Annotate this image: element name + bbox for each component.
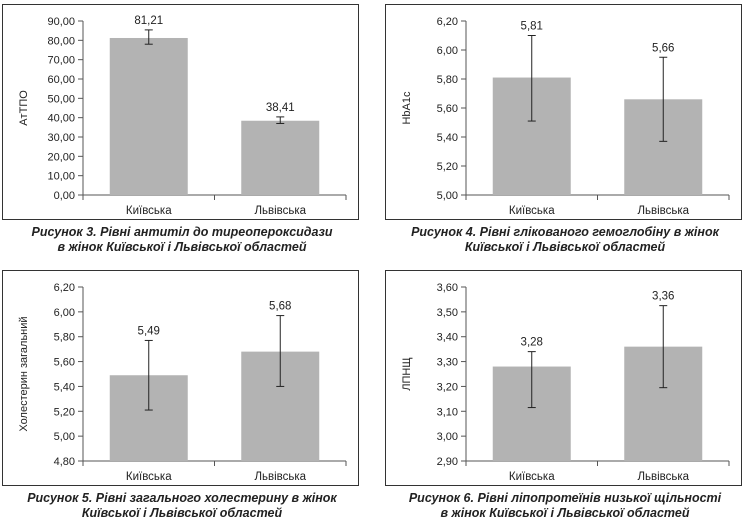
bar-chart: Холестерин загальний 4,80 5,00 5,20 5,40 5,60… [18, 282, 347, 483]
y-tick-label: 5,80 [437, 74, 458, 86]
chart-panel-antibodies: AтТПО 0,00 10,00 20,00 30,00 40,00 50,00 60,00 7… [2, 4, 362, 266]
figure-caption: Рисунок 3. Рівні антитіл до тиреоперокси… [2, 225, 362, 255]
bar-chart: HbA1c 5,00 5,20 5,40 5,60 5,80 6,00 6,20 5,81 Киї… [401, 16, 730, 217]
bar-chart: AтТПО 0,00 10,00 20,00 30,00 40,00 50,00 60,00 7… [18, 15, 347, 217]
y-axis-label: HbA1c [401, 91, 413, 125]
chart-frame: Холестерин загальний 4,80 5,00 5,20 5,40 5,60… [2, 270, 359, 486]
chart-frame: ЛПНЩ 2,90 3,00 3,10 3,20 3,30 3,40 3,50 3,60 3,28… [385, 270, 742, 486]
y-tick-label: 6,00 [437, 45, 458, 57]
x-tick-label: Київська [126, 471, 172, 483]
y-tick-label: 70,00 [47, 55, 75, 67]
bar-2 [241, 120, 320, 195]
chart-panel-cholesterol: Холестерин загальний 4,80 5,00 5,20 5,40 5,60… [2, 270, 362, 532]
caption-line-1: Рисунок 3. Рівні антитіл до тиреоперокси… [31, 225, 333, 239]
y-tick-label: 10,00 [47, 171, 75, 183]
y-tick-label: 20,00 [47, 151, 75, 163]
caption-line-1: Рисунок 4. Рівні глікованого гемоглобіну… [411, 225, 719, 239]
data-label: 5,66 [652, 42, 674, 54]
y-tick-label: 5,00 [437, 190, 458, 202]
data-label: 38,41 [266, 102, 295, 114]
y-tick-label: 80,00 [47, 35, 75, 47]
y-tick-label: 6,20 [437, 16, 458, 28]
y-tick-label: 40,00 [47, 113, 75, 125]
x-tick-label: Львівська [637, 205, 689, 217]
x-tick-label: Київська [126, 205, 172, 217]
bar-1 [109, 37, 188, 195]
y-tick-label: 3,20 [437, 381, 458, 393]
y-tick-label: 5,60 [437, 103, 458, 115]
caption-line-2: в жінок Київської і Львівської областей [57, 240, 307, 254]
y-tick-label: 3,10 [437, 406, 458, 418]
y-axis-label: AтТПО [18, 90, 30, 126]
y-tick-label: 5,20 [437, 161, 458, 173]
chart-frame: HbA1c 5,00 5,20 5,40 5,60 5,80 6,00 6,20 5,81 Киї… [385, 4, 742, 220]
figure-caption: Рисунок 5. Рівні загального холестерину … [2, 491, 362, 521]
figure-caption: Рисунок 6. Рівні ліпопротеїнів низької щ… [385, 491, 745, 521]
y-tick-label: 5,20 [54, 406, 75, 418]
y-tick-label: 90,00 [47, 16, 75, 28]
data-label: 5,49 [138, 325, 160, 337]
caption-line-1: Рисунок 6. Рівні ліпопротеїнів низької щ… [408, 491, 722, 505]
x-tick-label: Львівська [254, 471, 306, 483]
y-tick-label: 50,00 [47, 93, 75, 105]
chart-frame: AтТПО 0,00 10,00 20,00 30,00 40,00 50,00 60,00 7… [2, 4, 359, 220]
y-tick-label: 0,00 [54, 190, 75, 202]
y-tick-label: 3,30 [437, 357, 458, 369]
y-tick-label: 6,00 [54, 307, 75, 319]
x-tick-label: Львівська [254, 205, 306, 217]
caption-line-2: Київської і Львівської областей [81, 506, 283, 520]
x-tick-label: Львівська [637, 471, 689, 483]
x-tick-label: Київська [509, 471, 555, 483]
bar-chart: ЛПНЩ 2,90 3,00 3,10 3,20 3,30 3,40 3,50 3,60 3,28… [401, 282, 730, 483]
data-label: 3,28 [521, 337, 543, 349]
y-tick-label: 3,40 [437, 332, 458, 344]
y-axis-label: Холестерин загальний [18, 316, 30, 431]
figure-caption: Рисунок 4. Рівні глікованого гемоглобіну… [385, 225, 745, 255]
y-tick-label: 3,00 [437, 431, 458, 443]
chart-panel-hba1c: HbA1c 5,00 5,20 5,40 5,60 5,80 6,00 6,20 5,81 Киї… [385, 4, 745, 266]
y-tick-label: 5,40 [54, 381, 75, 393]
y-tick-label: 30,00 [47, 132, 75, 144]
x-tick-label: Київська [509, 205, 555, 217]
y-tick-label: 4,80 [54, 456, 75, 468]
y-tick-label: 6,20 [54, 282, 75, 294]
data-label: 3,36 [652, 291, 674, 303]
y-tick-label: 3,60 [437, 282, 458, 294]
caption-line-2: Київської і Львівської областей [464, 240, 666, 254]
data-label: 5,68 [269, 301, 291, 313]
y-tick-label: 5,00 [54, 431, 75, 443]
data-label: 5,81 [521, 21, 543, 33]
y-tick-label: 2,90 [437, 456, 458, 468]
y-tick-label: 3,50 [437, 307, 458, 319]
data-label: 81,21 [134, 15, 163, 27]
chart-panel-ldl: ЛПНЩ 2,90 3,00 3,10 3,20 3,30 3,40 3,50 3,60 3,28… [385, 270, 745, 532]
y-axis-label: ЛПНЩ [401, 357, 413, 390]
y-tick-label: 5,80 [54, 332, 75, 344]
y-tick-label: 60,00 [47, 74, 75, 86]
y-tick-label: 5,60 [54, 357, 75, 369]
caption-line-2: в жінок Київської і Львівської областей [440, 506, 690, 520]
caption-line-1: Рисунок 5. Рівні загального холестерину … [27, 491, 337, 505]
y-tick-label: 5,40 [437, 132, 458, 144]
